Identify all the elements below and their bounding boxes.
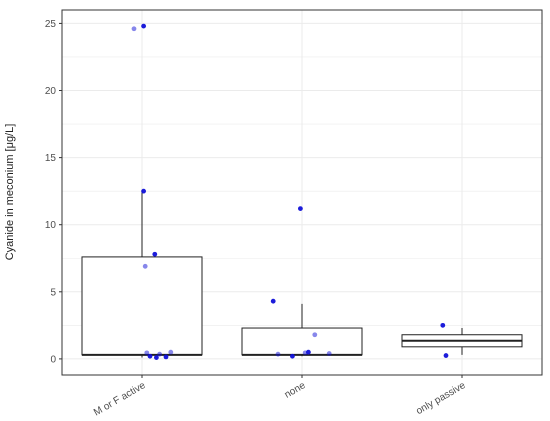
box-layer	[81, 189, 523, 358]
data-point	[440, 322, 446, 328]
data-point	[275, 351, 281, 357]
data-point	[131, 26, 137, 32]
data-point	[147, 353, 153, 359]
data-point	[142, 263, 148, 269]
data-point	[141, 23, 147, 29]
data-point	[163, 354, 169, 360]
box-group	[401, 328, 523, 355]
point-layer	[131, 23, 449, 360]
data-point	[168, 349, 174, 355]
y-tick-label: 15	[45, 153, 57, 164]
y-tick-label: 0	[50, 354, 56, 365]
data-point	[270, 298, 276, 304]
box-group	[81, 189, 203, 358]
y-tick-label: 10	[45, 220, 57, 231]
data-point	[306, 349, 311, 355]
data-point	[298, 206, 303, 212]
x-axis: M or F active none only passive	[92, 375, 468, 418]
y-axis-title: Cyanide in meconium [μg/L]	[4, 124, 16, 261]
data-point	[157, 351, 163, 357]
data-point	[443, 353, 449, 358]
x-tick-label: only passive	[414, 380, 468, 416]
y-axis: 0 5 10 15 20 25	[45, 19, 62, 365]
x-tick-label: M or F active	[92, 380, 148, 416]
data-point	[326, 351, 332, 356]
box-iqr	[81, 256, 203, 356]
data-point	[312, 332, 318, 338]
y-tick-label: 25	[45, 19, 57, 30]
data-point	[144, 350, 150, 356]
y-tick-label: 5	[50, 287, 56, 298]
y-tick-label: 20	[45, 86, 57, 97]
data-point	[152, 251, 158, 257]
x-tick-label: none	[283, 380, 308, 401]
data-point	[290, 353, 295, 359]
data-point	[154, 355, 159, 360]
box-group	[241, 303, 363, 357]
box-iqr	[241, 327, 363, 356]
data-point	[141, 188, 147, 194]
